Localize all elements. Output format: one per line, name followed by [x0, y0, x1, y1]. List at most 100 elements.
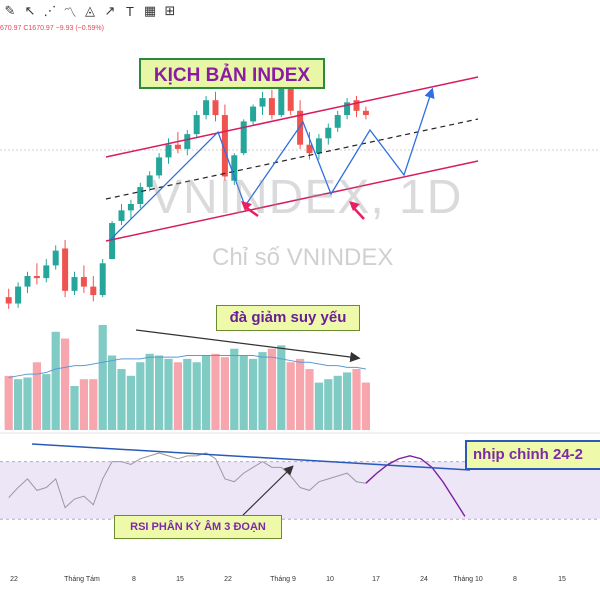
- candle: [71, 271, 78, 296]
- volume-bar: [202, 355, 211, 430]
- correction-label[interactable]: nhịp chỉnh 24-2: [465, 440, 600, 470]
- candle: [99, 259, 106, 298]
- rsi-divergence-label[interactable]: RSI PHÂN KỲ ÂM 3 ĐOẠN: [114, 515, 282, 539]
- volume-bar: [286, 362, 295, 430]
- volume-bar: [305, 369, 314, 430]
- candles: [5, 81, 369, 309]
- candle: [62, 240, 69, 298]
- candle: [268, 89, 275, 120]
- channel-lower-line[interactable]: [105, 160, 479, 242]
- candle: [315, 134, 322, 160]
- volume-bar: [211, 353, 220, 430]
- volume-bar: [4, 375, 13, 430]
- candle: [278, 85, 285, 118]
- x-tick-label: 15: [558, 576, 566, 583]
- volume-bar: [42, 374, 51, 430]
- candle: [334, 110, 341, 132]
- scenario-path[interactable]: [109, 87, 435, 241]
- volume-bar: [89, 379, 98, 430]
- path-icon[interactable]: 〽: [63, 4, 77, 20]
- scenario-title-label[interactable]: KỊCH BẢN INDEX: [139, 58, 325, 89]
- candle: [5, 288, 12, 309]
- volume-bar: [155, 355, 164, 430]
- candle: [259, 91, 266, 116]
- candle: [165, 138, 172, 164]
- pen-icon[interactable]: ✎: [4, 3, 16, 18]
- triangle-icon[interactable]: ◬: [85, 3, 95, 18]
- volume-bar: [14, 379, 23, 430]
- x-tick-label: 10: [326, 576, 334, 583]
- volume-bar: [296, 358, 305, 430]
- x-tick-label: 17: [372, 576, 380, 583]
- channel-mid-line[interactable]: [105, 118, 479, 200]
- volume-bar: [277, 345, 286, 430]
- volume-bar: [220, 357, 229, 430]
- volume-bar: [145, 353, 154, 430]
- volume-bar: [352, 369, 361, 430]
- candle: [80, 265, 87, 293]
- volume-bar: [249, 358, 258, 430]
- x-axis: 22 Tháng Tám 8 15 22 Tháng 9 10 17 24 Tháng 10 8 15: [10, 576, 566, 583]
- rsi-band: [0, 461, 600, 520]
- volume-bar: [79, 379, 88, 430]
- x-tick-label: Tháng 9: [270, 576, 296, 583]
- volume-bar: [267, 348, 276, 430]
- x-tick-label: 8: [132, 576, 136, 583]
- watermark-description: Chỉ số VNINDEX: [212, 244, 394, 271]
- volume-bar: [314, 382, 323, 430]
- candle: [325, 123, 332, 145]
- candle: [24, 271, 31, 293]
- candle: [90, 276, 97, 302]
- candle: [137, 182, 144, 209]
- volume-bar: [98, 325, 107, 430]
- candle: [344, 98, 351, 120]
- x-tick-label: 22: [10, 576, 18, 583]
- candle: [221, 104, 228, 181]
- volume-bar: [343, 372, 352, 430]
- candle: [184, 129, 191, 156]
- lines-icon[interactable]: ⋰: [43, 3, 57, 18]
- table-icon[interactable]: ▦: [143, 3, 157, 18]
- volume-ma-line: [8, 354, 366, 378]
- rsi-annotation-arrow: [237, 465, 294, 521]
- candle: [156, 153, 163, 179]
- candle: [250, 104, 257, 126]
- volume-bar: [70, 385, 79, 430]
- candle: [212, 91, 219, 122]
- x-tick-label: 15: [176, 576, 184, 583]
- volume-bar: [230, 348, 239, 430]
- rsi-line: [8, 452, 366, 509]
- candle: [174, 132, 181, 154]
- candle: [127, 199, 134, 219]
- volume-bar: [61, 338, 70, 430]
- cursor-icon[interactable]: ↖: [24, 3, 36, 18]
- channel-upper-line[interactable]: [105, 76, 479, 158]
- volume-bar: [164, 358, 173, 430]
- volume-bar: [126, 375, 135, 430]
- volume-bar: [324, 379, 333, 430]
- candle: [362, 106, 369, 120]
- candle: [297, 100, 304, 149]
- volume-bar: [32, 362, 41, 430]
- rsi-projection-line: [365, 455, 466, 517]
- ohlc-legend: 670.97 C1670.97 −9.93 (−0.59%): [0, 25, 104, 32]
- volume-bar: [192, 362, 201, 430]
- rsi-divergence-line[interactable]: [31, 443, 471, 471]
- volume-trend-arrow: [135, 329, 361, 363]
- long-position-icon[interactable]: ⊞: [164, 3, 176, 18]
- volume-bar: [51, 331, 60, 430]
- candle: [15, 282, 22, 308]
- pink-arrow-1: [241, 201, 259, 218]
- momentum-label[interactable]: đà giảm suy yếu: [216, 305, 360, 331]
- watermark-symbol: VNINDEX, 1D: [150, 171, 463, 224]
- arrow-icon[interactable]: ↗: [104, 3, 116, 18]
- text-icon[interactable]: T: [126, 3, 134, 19]
- volume-bar: [173, 362, 182, 430]
- volume-bar: [117, 369, 126, 430]
- candle: [353, 96, 360, 118]
- pink-arrow-2: [349, 201, 365, 220]
- volume-bar: [333, 375, 342, 430]
- volume-bar: [183, 358, 192, 430]
- volume-bar: [361, 382, 370, 430]
